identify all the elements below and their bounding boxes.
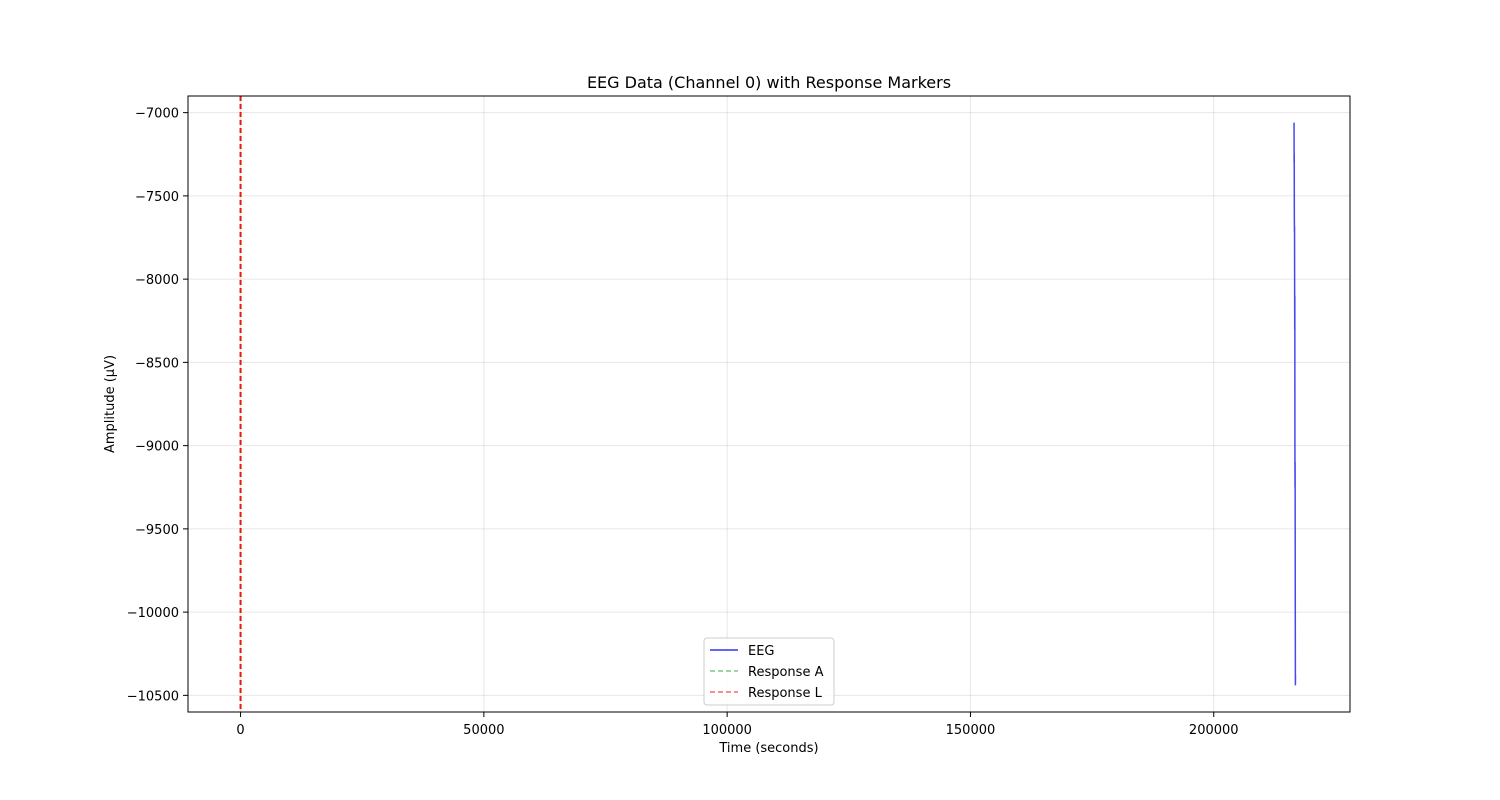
legend-response-a-label: Response A <box>748 665 824 680</box>
x-axis-ticks: 0 50000 100000 150000 200000 <box>236 712 1239 738</box>
y-tick-label: −9500 <box>135 523 179 538</box>
plot-data <box>239 96 1297 712</box>
plot-frame <box>187 95 1351 713</box>
eeg-line <box>1293 122 1297 686</box>
x-tick-label: 200000 <box>1189 723 1239 738</box>
y-tick-label: −10000 <box>127 606 179 621</box>
legend-eeg-label: EEG <box>748 644 775 659</box>
grid <box>188 96 1350 712</box>
legend: EEG Response A Response L <box>703 637 835 706</box>
y-tick-label: −9000 <box>135 440 179 455</box>
y-tick-label: −8000 <box>135 273 179 288</box>
x-tick-label: 50000 <box>463 723 504 738</box>
x-axis-label: Time (seconds) <box>718 741 818 756</box>
y-tick-label: −8500 <box>135 356 179 371</box>
chart-title: EEG Data (Channel 0) with Response Marke… <box>587 73 951 92</box>
x-tick-label: 0 <box>236 723 244 738</box>
legend-response-l-label: Response L <box>748 686 823 701</box>
y-tick-label: −7000 <box>135 107 179 122</box>
y-tick-label: −7500 <box>135 190 179 205</box>
y-axis-label: Amplitude (μV) <box>103 355 118 453</box>
y-tick-label: −10500 <box>127 689 179 704</box>
y-axis-ticks: −7000 −7500 −8000 −8500 −9000 −9500 −10000 −105… <box>127 107 188 704</box>
x-tick-label: 150000 <box>946 723 996 738</box>
legend-box <box>703 637 835 706</box>
x-tick-label: 100000 <box>702 723 752 738</box>
